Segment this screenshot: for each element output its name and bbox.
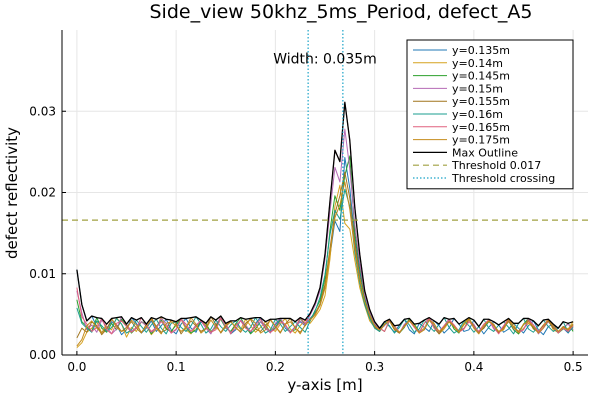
- y-tick-label: 0.03: [29, 104, 56, 118]
- x-tick-label: 0.4: [464, 360, 483, 374]
- y-tick-label: 0.00: [29, 348, 56, 362]
- legend-label: y=0.14m: [452, 57, 503, 70]
- legend-label: y=0.16m: [452, 108, 503, 121]
- legend-label: y=0.145m: [452, 70, 510, 83]
- series-line: [76, 181, 574, 347]
- max-outline-line: [76, 101, 574, 329]
- legend-label: y=0.175m: [452, 134, 510, 147]
- legend-label: Threshold 0.017: [451, 159, 541, 172]
- x-tick-label: 0.1: [167, 360, 186, 374]
- series-group: [76, 101, 574, 349]
- x-axis-label: y-axis [m]: [287, 376, 362, 394]
- legend-label: y=0.15m: [452, 82, 503, 95]
- legend-label: Max Outline: [452, 146, 518, 159]
- axes: 0.0 0.1 0.2 0.3 0.4 0.5 0.00 0.01 0.02 0.03: [29, 30, 588, 374]
- x-tick-label: 0.2: [266, 360, 285, 374]
- y-axis-label: defect reflectivity: [3, 127, 21, 259]
- y-tick-label: 0.02: [29, 186, 56, 200]
- legend-label: y=0.135m: [452, 44, 510, 57]
- width-annotation: Width: 0.035m: [273, 51, 377, 67]
- overlay-group: [62, 30, 588, 355]
- y-tick-label: 0.01: [29, 267, 56, 281]
- x-tick-label: 0.5: [564, 360, 583, 374]
- legend-label: y=0.165m: [452, 121, 510, 134]
- chart-title: Side_view 50khz_5ms_Period, defect_A5: [149, 1, 532, 23]
- series-line: [76, 188, 574, 335]
- legend-label: Threshold crossing: [451, 172, 555, 185]
- x-tick-label: 0.3: [365, 360, 384, 374]
- legend-label: y=0.155m: [452, 95, 510, 108]
- x-tick-label: 0.0: [67, 360, 86, 374]
- legend: y=0.135my=0.14my=0.145my=0.15my=0.155my=…: [406, 39, 574, 190]
